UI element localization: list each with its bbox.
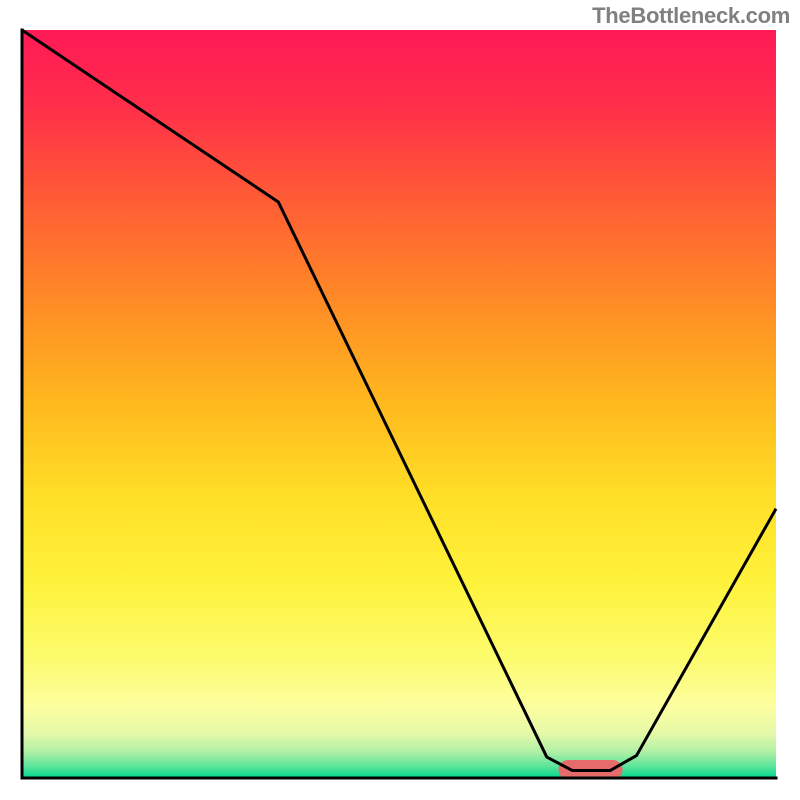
- chart-container: TheBottleneck.com: [0, 0, 800, 800]
- chart-background: [22, 30, 776, 778]
- bottleneck-chart: [0, 0, 800, 800]
- watermark-text: TheBottleneck.com: [592, 3, 790, 29]
